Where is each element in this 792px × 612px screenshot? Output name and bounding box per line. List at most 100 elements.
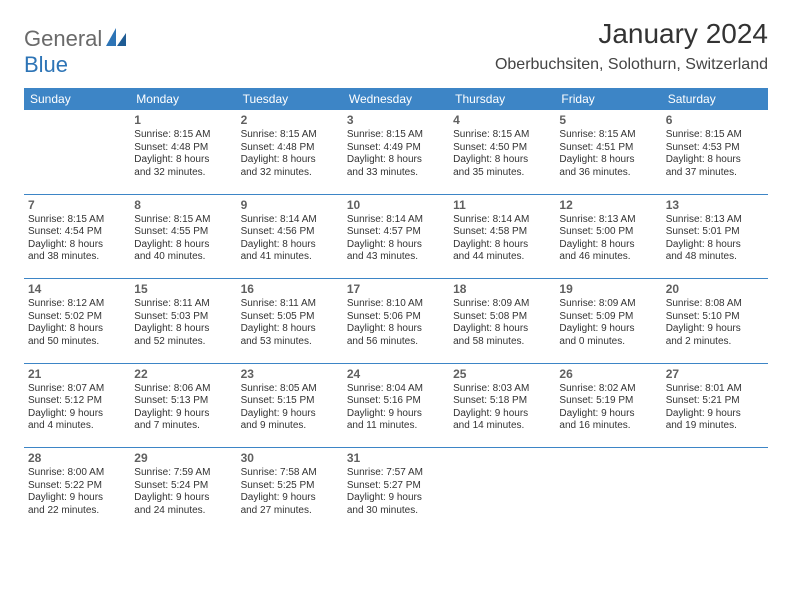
day-info: Sunrise: 8:12 AMSunset: 5:02 PMDaylight:… [28,298,126,348]
day-info-line: Sunset: 5:06 PM [347,311,445,324]
day-info-line: Sunset: 5:19 PM [559,395,657,408]
day-info: Sunrise: 8:15 AMSunset: 4:54 PMDaylight:… [28,214,126,264]
day-info-line: Sunrise: 8:15 AM [134,129,232,142]
day-cell: 2Sunrise: 8:15 AMSunset: 4:48 PMDaylight… [237,110,343,194]
day-info: Sunrise: 8:04 AMSunset: 5:16 PMDaylight:… [347,383,445,433]
day-info-line: Sunset: 5:13 PM [134,395,232,408]
day-info-line: Daylight: 9 hours [241,492,339,505]
day-info-line: Sunset: 5:01 PM [666,226,764,239]
day-info-line: Sunset: 5:22 PM [28,480,126,493]
day-info-line: Daylight: 9 hours [134,492,232,505]
day-info-line: and 44 minutes. [453,251,551,264]
day-info-line: and 32 minutes. [134,167,232,180]
day-cell: 20Sunrise: 8:08 AMSunset: 5:10 PMDayligh… [662,279,768,363]
day-info: Sunrise: 8:02 AMSunset: 5:19 PMDaylight:… [559,383,657,433]
day-info-line: Sunrise: 8:00 AM [28,467,126,480]
weekday-header: Thursday [449,88,555,110]
day-info-line: Sunset: 4:57 PM [347,226,445,239]
day-info: Sunrise: 8:01 AMSunset: 5:21 PMDaylight:… [666,383,764,433]
day-info-line: and 46 minutes. [559,251,657,264]
day-cell [662,448,768,532]
day-cell: 7Sunrise: 8:15 AMSunset: 4:54 PMDaylight… [24,195,130,279]
day-cell [449,448,555,532]
day-info-line: Sunset: 4:53 PM [666,142,764,155]
day-number: 3 [347,113,445,127]
day-info-line: Daylight: 8 hours [134,323,232,336]
day-cell: 31 Sunrise: 7:57 AMSunset: 5:27 PMDayligh… [343,448,449,532]
day-info-line: and 30 minutes. [347,505,445,518]
day-info-line: Sunrise: 7:57 AM [347,467,445,480]
day-info-line: Sunrise: 8:14 AM [347,214,445,227]
day-info-line: Sunset: 4:51 PM [559,142,657,155]
day-info-line: Sunrise: 8:08 AM [666,298,764,311]
day-info-line: and 16 minutes. [559,420,657,433]
weekday-header: Sunday [24,88,130,110]
day-info-line: Sunset: 4:54 PM [28,226,126,239]
day-info-line: Daylight: 9 hours [347,408,445,421]
day-info-line: Sunrise: 8:09 AM [453,298,551,311]
day-info-line: Sunrise: 8:03 AM [453,383,551,396]
day-info: Sunrise: 7:57 AMSunset: 5:27 PMDaylight:… [347,467,445,517]
day-cell: 25Sunrise: 8:03 AMSunset: 5:18 PMDayligh… [449,364,555,448]
week-row: 14Sunrise: 8:12 AMSunset: 5:02 PMDayligh… [24,279,768,363]
logo: General Blue [24,26,128,78]
day-cell: 9Sunrise: 8:14 AMSunset: 4:56 PMDaylight… [237,195,343,279]
day-number: 16 [241,282,339,296]
day-info-line: Sunrise: 8:14 AM [453,214,551,227]
day-info-line: Sunset: 5:18 PM [453,395,551,408]
day-cell: 18Sunrise: 8:09 AMSunset: 5:08 PMDayligh… [449,279,555,363]
day-number: 25 [453,367,551,381]
day-info-line: Sunset: 4:48 PM [134,142,232,155]
day-info-line: Sunrise: 8:15 AM [559,129,657,142]
day-info-line: and 7 minutes. [134,420,232,433]
header: General Blue January 2024 Oberbuchsiten,… [24,18,768,78]
day-info-line: Sunset: 4:49 PM [347,142,445,155]
day-number: 22 [134,367,232,381]
day-info: Sunrise: 8:00 AMSunset: 5:22 PMDaylight:… [28,467,126,517]
day-info-line: Daylight: 9 hours [347,492,445,505]
day-info-line: and 53 minutes. [241,336,339,349]
day-info: Sunrise: 8:15 AMSunset: 4:48 PMDaylight:… [134,129,232,179]
day-cell: 17Sunrise: 8:10 AMSunset: 5:06 PMDayligh… [343,279,449,363]
day-info-line: Sunset: 4:58 PM [453,226,551,239]
location: Oberbuchsiten, Solothurn, Switzerland [495,56,768,74]
day-info-line: Daylight: 8 hours [666,154,764,167]
day-info-line: and 52 minutes. [134,336,232,349]
day-info: Sunrise: 8:09 AMSunset: 5:09 PMDaylight:… [559,298,657,348]
week-row: 7Sunrise: 8:15 AMSunset: 4:54 PMDaylight… [24,195,768,279]
day-info: Sunrise: 8:15 AMSunset: 4:51 PMDaylight:… [559,129,657,179]
day-info-line: Sunset: 5:12 PM [28,395,126,408]
day-info-line: and 32 minutes. [241,167,339,180]
day-info-line: and 35 minutes. [453,167,551,180]
day-info-line: Daylight: 8 hours [28,239,126,252]
day-info-line: and 0 minutes. [559,336,657,349]
day-info-line: Sunrise: 7:59 AM [134,467,232,480]
day-cell: 5Sunrise: 8:15 AMSunset: 4:51 PMDaylight… [555,110,661,194]
day-cell [24,110,130,194]
day-info-line: Sunset: 5:21 PM [666,395,764,408]
day-cell: 27Sunrise: 8:01 AMSunset: 5:21 PMDayligh… [662,364,768,448]
day-info-line: Sunrise: 8:15 AM [134,214,232,227]
day-info: Sunrise: 8:09 AMSunset: 5:08 PMDaylight:… [453,298,551,348]
day-cell: 14Sunrise: 8:12 AMSunset: 5:02 PMDayligh… [24,279,130,363]
day-info-line: Sunset: 5:03 PM [134,311,232,324]
day-info-line: Sunrise: 8:04 AM [347,383,445,396]
day-info: Sunrise: 8:14 AMSunset: 4:56 PMDaylight:… [241,214,339,264]
day-info: Sunrise: 8:08 AMSunset: 5:10 PMDaylight:… [666,298,764,348]
day-info-line: Daylight: 8 hours [134,154,232,167]
day-number: 13 [666,198,764,212]
day-info-line: and 14 minutes. [453,420,551,433]
day-cell: 16Sunrise: 8:11 AMSunset: 5:05 PMDayligh… [237,279,343,363]
day-info-line: Daylight: 8 hours [347,154,445,167]
day-info: Sunrise: 8:05 AMSunset: 5:15 PMDaylight:… [241,383,339,433]
day-number: 31 [347,451,445,465]
day-cell: 6Sunrise: 8:15 AMSunset: 4:53 PMDaylight… [662,110,768,194]
day-info-line: Sunrise: 8:15 AM [241,129,339,142]
day-number: 12 [559,198,657,212]
day-info-line: Sunrise: 8:09 AM [559,298,657,311]
day-info-line: Sunset: 4:56 PM [241,226,339,239]
day-info-line: Daylight: 8 hours [453,154,551,167]
day-number: 30 [241,451,339,465]
day-info-line: Sunrise: 8:15 AM [28,214,126,227]
day-info-line: Daylight: 9 hours [28,408,126,421]
